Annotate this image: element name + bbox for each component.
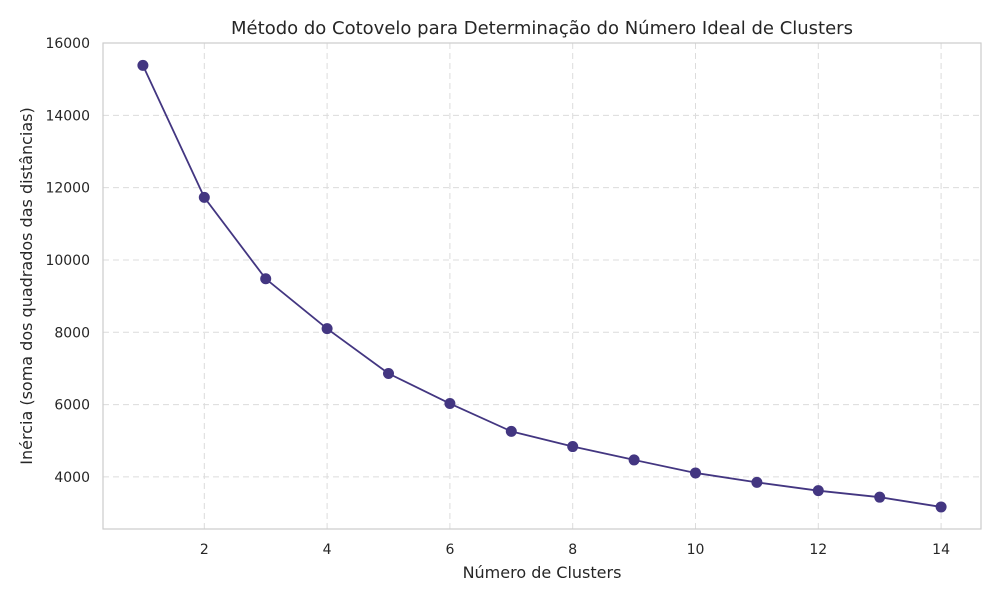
grid bbox=[103, 42, 981, 529]
plot-frame bbox=[102, 42, 982, 530]
data-point bbox=[689, 467, 701, 479]
x-tick-label: 4 bbox=[323, 542, 332, 558]
data-point bbox=[505, 425, 517, 437]
data-point bbox=[567, 441, 579, 453]
y-tick-label: 6000 bbox=[54, 398, 90, 414]
data-point bbox=[874, 491, 886, 503]
y-axis-label: Inércia (soma dos quadrados das distânci… bbox=[17, 107, 36, 464]
data-point bbox=[198, 191, 210, 203]
data-point bbox=[321, 323, 333, 335]
series bbox=[137, 59, 947, 513]
data-point bbox=[383, 368, 395, 380]
y-tick-label: 16000 bbox=[45, 36, 90, 52]
y-tick-label: 4000 bbox=[54, 470, 90, 486]
y-tick-label: 10000 bbox=[45, 253, 90, 269]
x-tick-label: 10 bbox=[687, 542, 705, 558]
y-tick-label: 12000 bbox=[45, 181, 90, 197]
y-tick-label: 8000 bbox=[54, 325, 90, 341]
axis-ticks: 2 4 6 8 10 12 14 4000 6000 8000 10000 12000 14000 160… bbox=[45, 36, 950, 558]
chart-title: Método do Cotovelo para Determinação do … bbox=[231, 18, 853, 39]
series-line bbox=[142, 65, 942, 508]
x-tick-label: 14 bbox=[932, 542, 950, 558]
data-point bbox=[751, 476, 763, 488]
data-point bbox=[812, 485, 824, 497]
x-axis-label: Número de Clusters bbox=[463, 563, 622, 582]
y-tick-label: 14000 bbox=[45, 108, 90, 124]
data-point bbox=[137, 59, 149, 71]
data-point bbox=[260, 273, 272, 285]
x-tick-label: 12 bbox=[809, 542, 827, 558]
x-tick-label: 8 bbox=[568, 542, 577, 558]
data-point bbox=[444, 398, 456, 410]
data-point bbox=[935, 501, 947, 513]
data-point bbox=[628, 454, 640, 466]
x-tick-label: 2 bbox=[200, 542, 209, 558]
x-tick-label: 6 bbox=[445, 542, 454, 558]
